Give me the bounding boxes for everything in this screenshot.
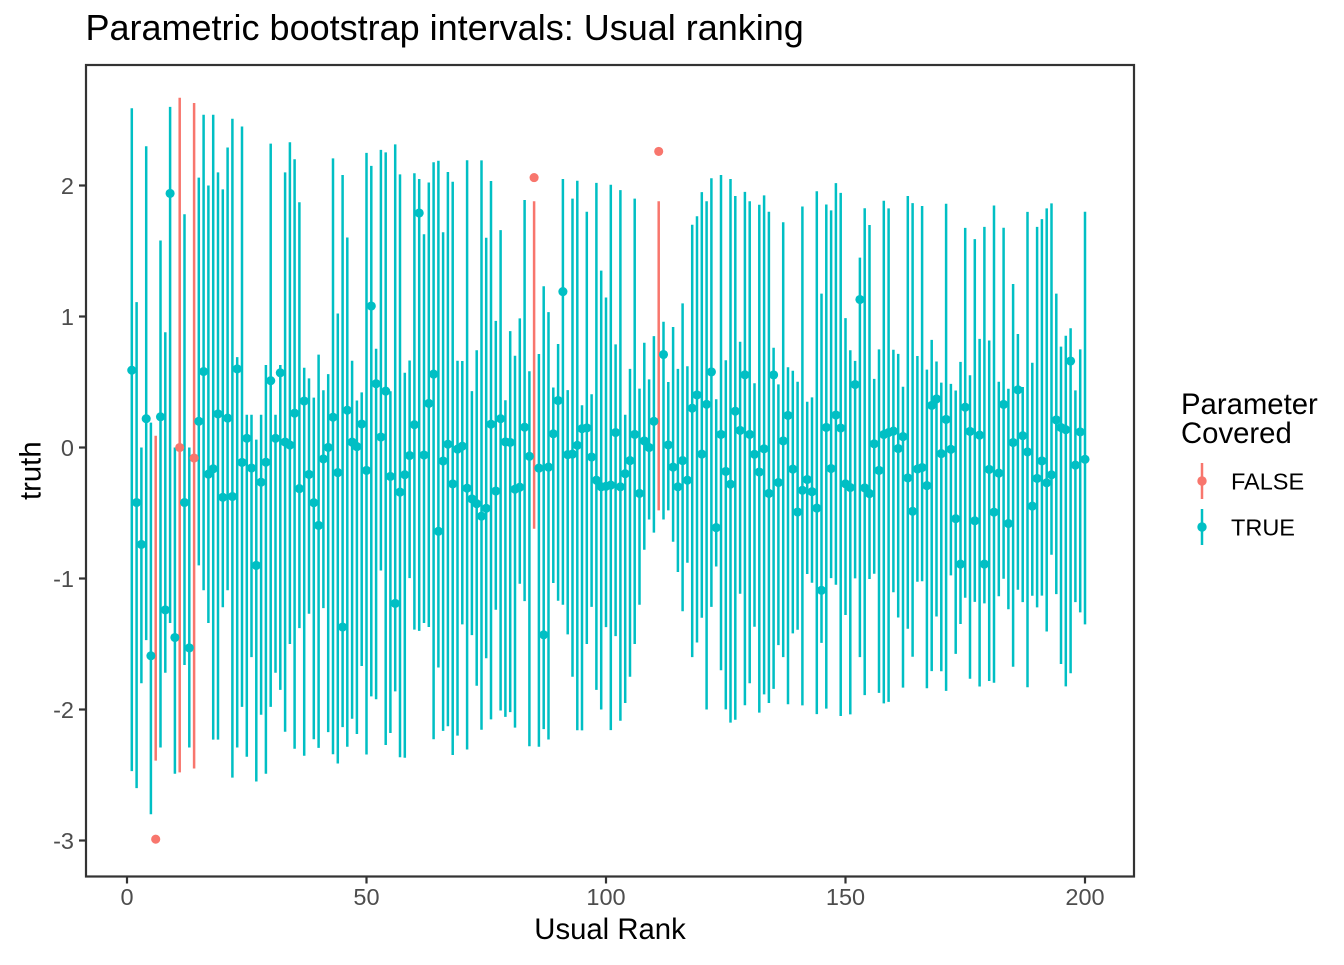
svg-text:200: 200 [1065, 884, 1104, 910]
svg-text:-2: -2 [53, 697, 74, 723]
svg-text:-3: -3 [53, 828, 74, 854]
svg-text:truth: truth [15, 441, 48, 500]
svg-text:FALSE: FALSE [1231, 468, 1304, 494]
svg-text:-1: -1 [53, 566, 74, 592]
svg-text:0: 0 [120, 884, 133, 910]
svg-text:Covered: Covered [1181, 417, 1292, 450]
svg-text:2: 2 [61, 173, 74, 199]
svg-text:150: 150 [826, 884, 865, 910]
svg-text:Parameter: Parameter [1181, 388, 1318, 421]
svg-text:1: 1 [61, 304, 74, 330]
svg-text:Parametric bootstrap intervals: Parametric bootstrap intervals: Usual ra… [86, 7, 804, 48]
svg-text:100: 100 [586, 884, 625, 910]
svg-text:50: 50 [353, 884, 379, 910]
svg-text:0: 0 [61, 435, 74, 461]
svg-text:TRUE: TRUE [1231, 514, 1295, 540]
svg-text:Usual Rank: Usual Rank [534, 913, 686, 946]
